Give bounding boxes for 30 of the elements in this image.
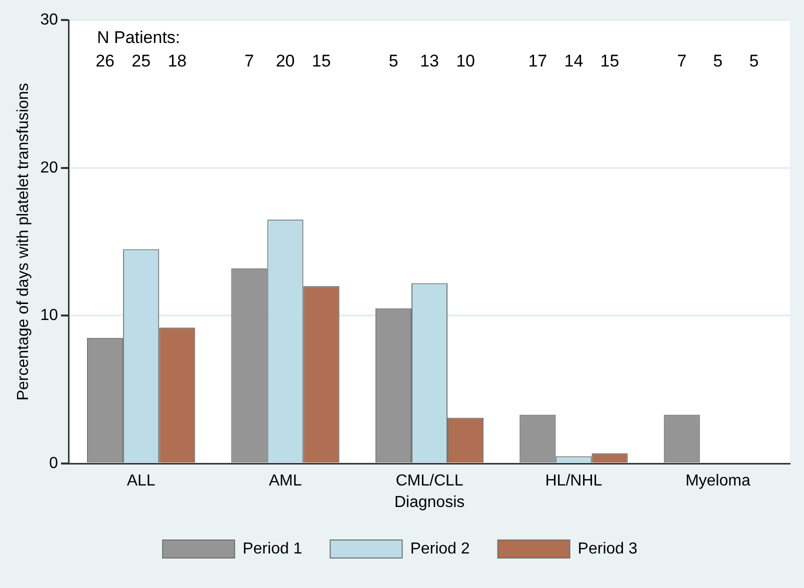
- annotation: N Patients:: [96, 28, 180, 48]
- x-tick-label: Myeloma: [685, 472, 750, 490]
- annotation: 15: [312, 52, 331, 71]
- annotation: 15: [600, 52, 620, 71]
- annotation: 14: [564, 52, 584, 71]
- y-tick-label: 10: [40, 307, 58, 324]
- y-axis-title: Percentage of days with platelet transfusions: [15, 83, 32, 401]
- legend-label: Period 3: [578, 540, 638, 558]
- legend-label: Period 2: [410, 540, 470, 558]
- annotation: 25: [132, 52, 151, 71]
- y-tick-label: 30: [40, 11, 58, 28]
- annotation: 17: [528, 52, 548, 71]
- x-tick-label: CML/CLL: [396, 472, 464, 490]
- x-tick-label: HL/NHL: [545, 472, 602, 490]
- annotation: 7: [244, 52, 254, 71]
- y-tick-label: 0: [49, 455, 58, 472]
- annotation: 26: [96, 52, 115, 71]
- annotation: 5: [713, 52, 723, 71]
- annotation: 5: [749, 52, 759, 71]
- annotation: 10: [456, 52, 476, 71]
- annotation: 13: [420, 52, 439, 71]
- annotation: 7: [677, 52, 687, 71]
- annotation: 5: [388, 52, 398, 71]
- x-axis-title: Diagnosis: [394, 494, 465, 511]
- x-tick-label: AML: [268, 472, 302, 490]
- x-tick-label: ALL: [126, 472, 156, 490]
- annotation: 20: [276, 52, 295, 71]
- y-tick-label: 20: [40, 159, 58, 176]
- legend-label: Period 1: [242, 540, 302, 558]
- annotation: 18: [168, 52, 187, 71]
